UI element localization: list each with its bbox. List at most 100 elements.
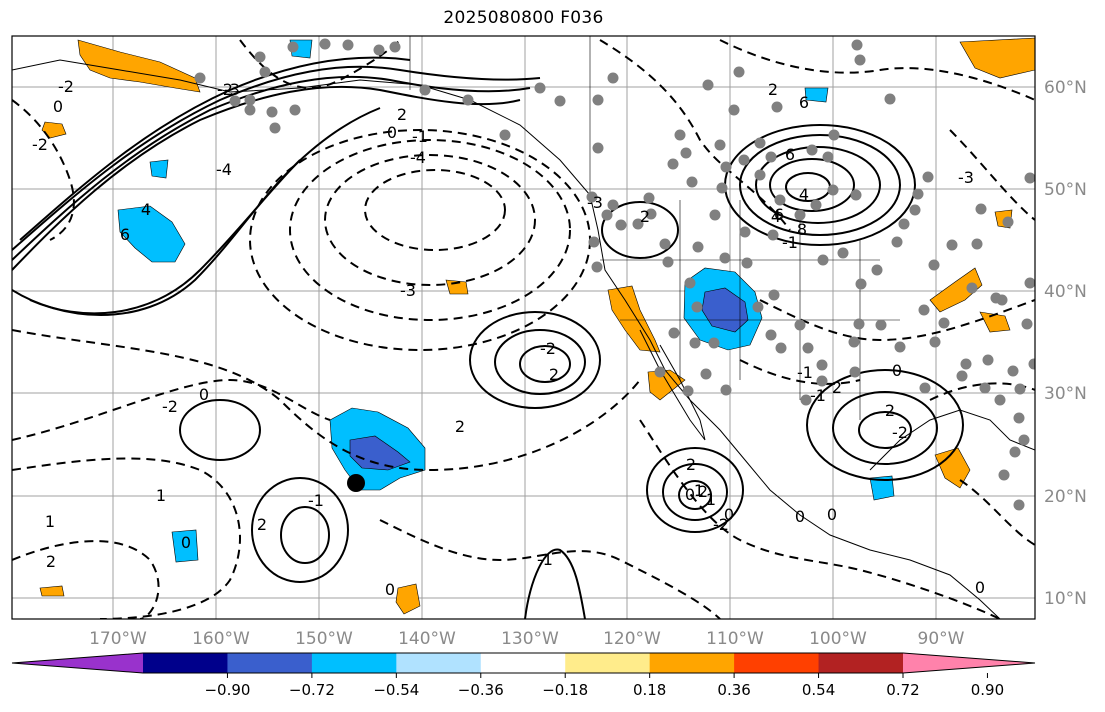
- negative-contour-outer-4: [12, 540, 160, 619]
- station-dot: [592, 142, 604, 154]
- contour-label: 1: [706, 490, 716, 509]
- colorbar-extend-high: [903, 653, 1035, 673]
- contour-label: 2: [698, 482, 708, 501]
- station-dot: [853, 318, 865, 330]
- contour-label: -2: [32, 135, 48, 154]
- station-dot: [462, 94, 474, 106]
- lat-label: 40°N: [1044, 282, 1087, 302]
- station-dot: [741, 257, 753, 269]
- station-dot: [849, 366, 861, 378]
- negative-contour-outer-2: [12, 378, 331, 441]
- station-dot: [817, 254, 829, 266]
- colorbar-tick-label: 0.18: [633, 681, 666, 699]
- station-dot: [691, 301, 703, 313]
- station-dot: [1014, 383, 1026, 395]
- station-dot: [668, 327, 680, 339]
- positive-anomaly-bc-coast: [41, 121, 67, 139]
- station-dot: [680, 147, 692, 159]
- contour-label: 4: [771, 207, 781, 226]
- station-dot: [971, 238, 983, 250]
- station-dot: [752, 301, 764, 313]
- negative-contour-eastern-5: [739, 359, 861, 385]
- positive-contour-mexico-high: [646, 447, 744, 533]
- station-dot: [269, 122, 281, 134]
- station-dot: [912, 188, 924, 200]
- station-dot: [771, 101, 783, 113]
- station-dot: [894, 341, 906, 353]
- map-plot-area: -20-246-4-2-320 -1-4 646-1-3-322-26842-32-…: [12, 36, 1035, 619]
- colorbar-segment: [734, 653, 820, 673]
- contour-label: 2: [768, 80, 778, 99]
- contours: [12, 56, 964, 619]
- station-dot: [1002, 216, 1014, 228]
- station-dot: [816, 375, 828, 387]
- station-dot: [774, 194, 786, 206]
- positive-contour-upper-high-1: [724, 124, 916, 246]
- station-dot: [998, 469, 1010, 481]
- station-dot: [855, 278, 867, 290]
- negative-contour-outer-3: [12, 457, 241, 619]
- station-dot: [929, 336, 941, 348]
- contour-label: 0: [181, 533, 191, 552]
- station-dot: [775, 342, 787, 354]
- colorbar-tick-label: 0.90: [971, 681, 1004, 699]
- positive-contour-ne-pacific-3: [519, 345, 571, 383]
- station-dots: [194, 38, 1035, 511]
- contour-label: 2: [46, 552, 56, 571]
- station-dot: [848, 336, 860, 348]
- colorbar-tick-label: −0.18: [542, 681, 588, 699]
- negative-anomaly-hawaii-core: [349, 435, 411, 471]
- station-dot: [754, 137, 766, 149]
- contour-label: 2: [832, 378, 842, 397]
- station-dot: [259, 66, 271, 78]
- colorbar-outline: [11, 652, 1036, 674]
- station-dot: [828, 129, 840, 141]
- contour-label: -1: [308, 491, 324, 510]
- colorbar-tick-label: 0.54: [802, 681, 835, 699]
- station-dot: [875, 319, 887, 331]
- negative-contour-central-low-4: [364, 169, 506, 251]
- colorbar: −0.90 −0.72 −0.54 −0.36 −0.18 0.18 0.36 0.54 0.7…: [11, 652, 1036, 699]
- colorbar-tick-label: −0.72: [289, 681, 335, 699]
- contour-label: 6: [799, 93, 809, 112]
- station-dot: [607, 72, 619, 84]
- contour-label: 1: [45, 512, 55, 531]
- station-dot: [854, 54, 866, 66]
- station-dot: [898, 218, 910, 230]
- station-dot: [1028, 358, 1035, 370]
- station-dot: [851, 39, 863, 51]
- contour-label: 1: [694, 481, 704, 500]
- contour-label: -3: [587, 193, 603, 212]
- lon-label: 90°W: [918, 629, 965, 649]
- station-dot: [591, 261, 603, 273]
- contour-label: 2: [549, 365, 559, 384]
- station-dot: [850, 189, 862, 201]
- contour-label: -2: [892, 423, 908, 442]
- colorbar-tick-label: 0.36: [717, 681, 750, 699]
- station-dot: [794, 209, 806, 221]
- lon-label: 100°W: [809, 629, 867, 649]
- station-dot: [1013, 412, 1025, 424]
- station-dot: [342, 39, 354, 51]
- contour-label: -2: [162, 397, 178, 416]
- station-dot: [499, 129, 511, 141]
- negative-anomaly-gulf-small: [869, 475, 895, 501]
- station-dot: [994, 394, 1006, 406]
- station-dot: [708, 337, 720, 349]
- colorbar-segment: [565, 653, 651, 673]
- station-dot: [702, 79, 714, 91]
- station-dot: [1018, 434, 1030, 446]
- colorbar-segment: [818, 653, 904, 673]
- station-dot: [266, 106, 278, 118]
- station-dot: [689, 337, 701, 349]
- positive-contour-jet-3: [12, 65, 541, 251]
- station-dot: [810, 199, 822, 211]
- positive-contour-ne-pacific: [469, 311, 601, 409]
- station-dot: [956, 370, 968, 382]
- contour-label: 0: [724, 505, 734, 524]
- positive-contour-gulf-high: [806, 369, 964, 481]
- station-dot: [1007, 365, 1019, 377]
- colorbar-extend-low: [12, 653, 143, 673]
- negative-anomaly-nm: [804, 87, 829, 103]
- lon-label: 120°W: [603, 629, 661, 649]
